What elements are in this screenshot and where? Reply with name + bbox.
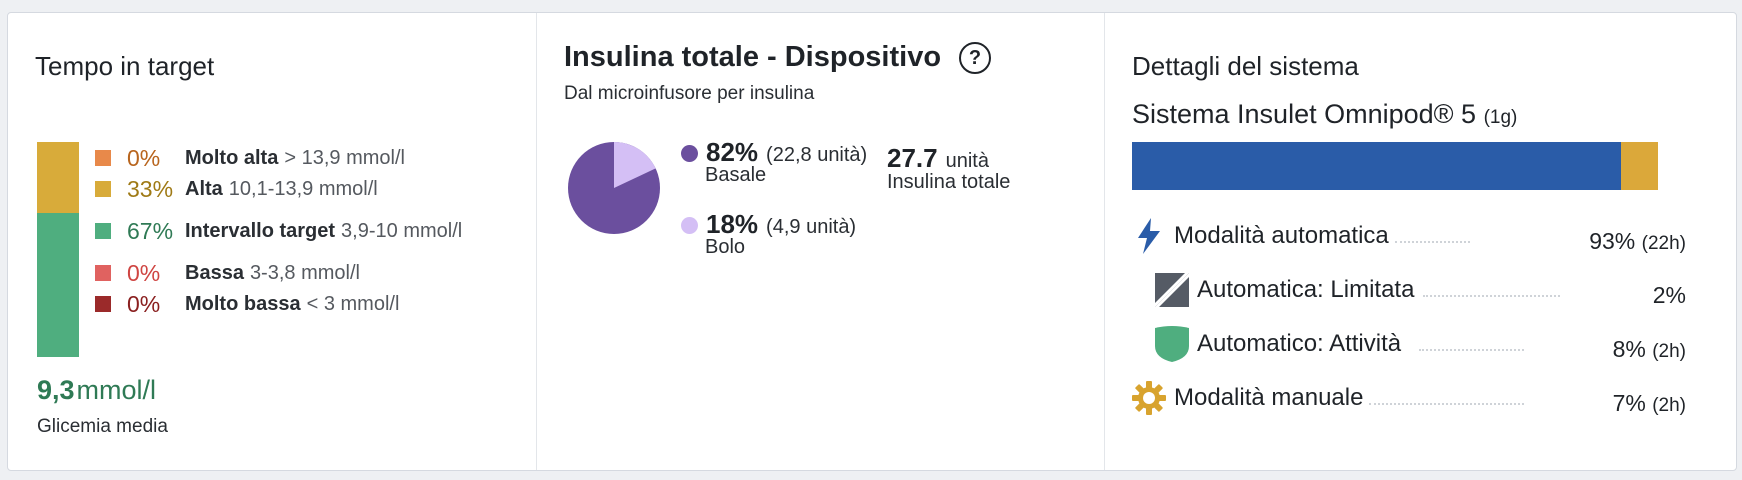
insulin-title: Insulina totale - Dispositivo xyxy=(564,41,942,73)
system-panel: Dettagli del sistema Sistema Insulet Omn… xyxy=(1105,13,1736,470)
tir-pct: 0% xyxy=(127,144,161,171)
mode-stacked-bar xyxy=(1132,142,1658,190)
mode-value: 8% xyxy=(1612,336,1646,362)
mode-row-limited: Automatica: Limitata xyxy=(1155,272,1414,308)
tir-label: Molto bassa xyxy=(185,292,301,315)
dashboard-card: Tempo in target 0% Molto alta > 13,9 mmo… xyxy=(7,12,1737,471)
insulin-subtitle: Dal microinfusore per insulina xyxy=(564,83,815,104)
mode-detail: (22h) xyxy=(1641,233,1686,254)
question-circle-icon[interactable]: ? xyxy=(959,42,991,74)
tir-row-low: 0% Bassa 3-3,8 mmol/l xyxy=(95,259,360,286)
tir-label: Alta xyxy=(185,177,223,200)
avg-glucose-value: 9,3 xyxy=(37,375,75,405)
bolus-label: Bolo xyxy=(705,236,746,258)
limited-icon xyxy=(1155,272,1189,308)
legend-swatch xyxy=(95,181,111,197)
pie-slice-bolus xyxy=(614,142,656,188)
mode-value: 7% xyxy=(1612,390,1646,416)
basal-row: 82% (22,8 unità) xyxy=(681,137,867,168)
mode-bar-manual xyxy=(1621,142,1658,190)
avg-glucose: 9,3mmol/l xyxy=(37,375,156,406)
mode-label: Modalità manuale xyxy=(1174,384,1364,411)
bolus-row: 18% (4,9 unità) xyxy=(681,209,856,240)
basal-label: Basale xyxy=(705,164,767,186)
mode-row-manual: Modalità manuale xyxy=(1132,380,1363,416)
system-duration: (1g) xyxy=(1483,107,1518,128)
avg-glucose-unit: mmol/l xyxy=(76,375,157,405)
mode-value-activity: 8% (2h) xyxy=(1613,336,1686,363)
tir-pct: 0% xyxy=(127,259,161,286)
system-title: Dettagli del sistema xyxy=(1132,51,1359,81)
insulin-panel: Insulina totale - Dispositivo ? Dal micr… xyxy=(537,13,1105,470)
mode-value: 93% xyxy=(1589,228,1636,254)
dotted-leader xyxy=(1423,295,1560,297)
mode-label: Automatica: Limitata xyxy=(1197,276,1415,303)
legend-swatch xyxy=(95,265,111,281)
legend-swatch xyxy=(95,296,111,312)
mode-value: 2% xyxy=(1652,282,1686,308)
total-insulin-unit: unità xyxy=(945,150,989,172)
tir-pct: 33% xyxy=(127,175,174,202)
tir-label: Bassa xyxy=(185,261,244,284)
bolus-pct: 18% xyxy=(706,209,759,239)
tir-range: 3,9-10 mmol/l xyxy=(341,219,463,242)
tir-title: Tempo in target xyxy=(35,51,215,81)
mode-label: Automatico: Attività xyxy=(1197,330,1402,357)
tir-range: 10,1-13,9 mmol/l xyxy=(228,177,378,200)
tir-pct: 0% xyxy=(127,290,161,317)
dotted-leader xyxy=(1369,403,1524,405)
tir-label: Intervallo target xyxy=(185,219,336,242)
mode-row-activity: Automatico: Attività xyxy=(1155,326,1401,362)
tir-bar-target xyxy=(37,212,79,357)
mode-label: Modalità automatica xyxy=(1174,222,1389,249)
bolus-units: (4,9 unità) xyxy=(766,216,857,238)
mode-value-manual: 7% (2h) xyxy=(1613,390,1686,417)
tir-row-target: 67% Intervallo target 3,9-10 mmol/l xyxy=(95,217,463,244)
tir-bar-high xyxy=(37,142,79,213)
insulin-pie-chart xyxy=(568,142,660,234)
dotted-leader xyxy=(1395,241,1470,243)
tir-label: Molto alta xyxy=(185,146,279,169)
mode-detail: (2h) xyxy=(1652,341,1686,362)
mode-detail: (2h) xyxy=(1652,395,1686,416)
tir-row-high: 33% Alta 10,1-13,9 mmol/l xyxy=(95,175,378,202)
gear-icon xyxy=(1132,380,1166,416)
total-insulin: 27.7 unità xyxy=(887,143,989,174)
bolus-dot xyxy=(681,217,698,234)
tir-row-very-high: 0% Molto alta > 13,9 mmol/l xyxy=(95,144,405,171)
shield-icon xyxy=(1155,326,1189,362)
tir-range: 3-3,8 mmol/l xyxy=(249,261,360,284)
total-insulin-value: 27.7 xyxy=(887,143,938,173)
tir-pct: 67% xyxy=(127,217,174,244)
tir-range: > 13,9 mmol/l xyxy=(284,146,405,169)
dotted-leader xyxy=(1419,349,1524,351)
mode-bar-auto xyxy=(1132,142,1622,190)
total-insulin-label: Insulina totale xyxy=(887,171,1011,193)
legend-swatch xyxy=(95,223,111,239)
time-in-range-panel: Tempo in target 0% Molto alta > 13,9 mmo… xyxy=(8,13,537,470)
basal-pct: 82% xyxy=(706,137,759,167)
system-name-text: Sistema Insulet Omnipod® 5 xyxy=(1132,99,1477,129)
tir-stacked-bar xyxy=(37,142,79,357)
mode-value-auto: 93% (22h) xyxy=(1589,228,1686,255)
avg-glucose-label: Glicemia media xyxy=(37,416,168,437)
system-name: Sistema Insulet Omnipod® 5 (1g) xyxy=(1132,99,1517,130)
lightning-icon xyxy=(1132,218,1166,254)
mode-row-auto: Modalità automatica xyxy=(1132,218,1389,254)
mode-value-limited: 2% xyxy=(1653,282,1686,309)
tir-range: < 3 mmol/l xyxy=(306,292,400,315)
basal-units: (22,8 unità) xyxy=(766,144,868,166)
basal-dot xyxy=(681,145,698,162)
legend-swatch xyxy=(95,150,111,166)
tir-row-very-low: 0% Molto bassa < 3 mmol/l xyxy=(95,290,400,317)
